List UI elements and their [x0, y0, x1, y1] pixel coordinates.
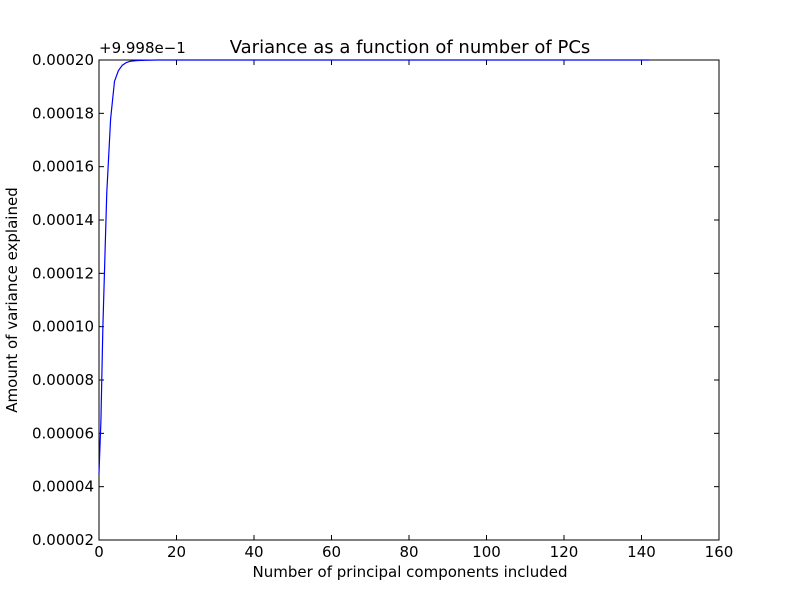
x-tick-label: 140: [627, 543, 656, 561]
plot-frame: [98, 59, 720, 541]
y-tick-label: 0.00020: [32, 51, 94, 69]
series-layer: [98, 59, 650, 474]
y-tick-label: 0.00004: [32, 478, 94, 496]
y-tick-label: 0.00006: [32, 424, 94, 442]
y-axis-ticks: 0.00002 0.00004 0.00006 0.00008 0.00010 0.000…: [32, 51, 719, 549]
x-tick-label: 60: [322, 543, 341, 561]
chart-title: Variance as a function of number of PCs: [230, 37, 591, 58]
y-tick-label: 0.00010: [32, 318, 94, 336]
x-tick-label: 100: [472, 543, 501, 561]
y-axis-label: Amount of variance explained: [3, 187, 21, 412]
y-tick-label: 0.00018: [32, 104, 94, 122]
x-tick-label: 20: [167, 543, 186, 561]
x-axis-ticks: 0 20 40 60 80 100 120 140 160: [94, 60, 733, 561]
plot-area: [98, 59, 720, 541]
y-offset-label: +9.998e−1: [99, 39, 186, 57]
x-tick-label: 0: [94, 543, 104, 561]
y-tick-label: 0.00014: [32, 211, 94, 229]
x-tick-label: 120: [550, 543, 579, 561]
x-tick-label: 160: [705, 543, 734, 561]
x-tick-label: 80: [399, 543, 418, 561]
x-axis-label: Number of principal components included: [253, 563, 568, 581]
x-tick-label: 40: [244, 543, 263, 561]
y-tick-label: 0.00012: [32, 264, 94, 282]
y-tick-label: 0.00016: [32, 158, 94, 176]
series-line: [98, 59, 650, 474]
y-tick-label: 0.00008: [32, 371, 94, 389]
y-tick-label: 0.00002: [32, 531, 94, 549]
